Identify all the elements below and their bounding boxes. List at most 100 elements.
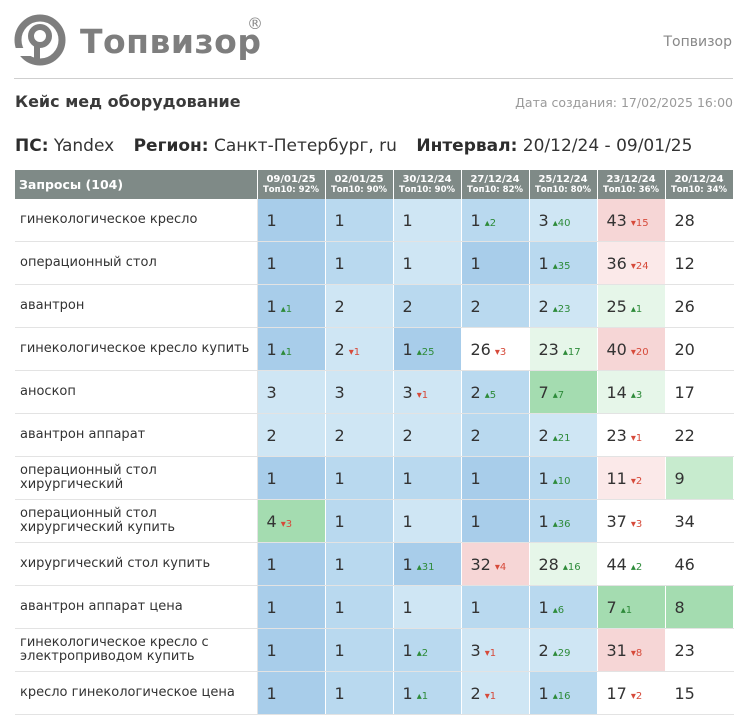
position-value: 40 [606, 339, 627, 359]
position-cell: 1 [325, 241, 394, 285]
interval-label: Интервал: [416, 136, 518, 156]
position-cell: 17 [665, 370, 734, 414]
position-cell: 11 ▾2 [597, 456, 666, 500]
position-value: 2 [334, 339, 345, 359]
position-change: ▴2 [630, 561, 643, 573]
position-value: 23 [606, 425, 627, 445]
position-value: 1 [402, 554, 413, 574]
position-change: ▴2 [416, 647, 429, 659]
position-value: 2 [470, 425, 481, 445]
position-cell: 28 [665, 199, 734, 242]
position-cell: 1 ▴31 [393, 542, 462, 586]
position-cell: 4 ▾3 [257, 499, 326, 543]
position-value: 1 [266, 554, 277, 574]
position-cell: 3 ▾1 [393, 370, 462, 414]
region-value: Санкт-Петербург, ru [214, 136, 397, 156]
position-value: 1 [266, 640, 277, 660]
position-cell: 20 [665, 327, 734, 371]
date-column-header[interactable]: 23/12/24 Топ10: 36% [597, 170, 666, 199]
position-change: ▴29 [552, 647, 571, 659]
column-date: 30/12/24 [402, 173, 452, 185]
date-column-header[interactable]: 30/12/24 Топ10: 90% [393, 170, 462, 199]
position-cell: 1 [257, 542, 326, 586]
position-cell: 1 [393, 241, 462, 285]
position-change: ▴40 [552, 217, 571, 229]
position-value: 1 [266, 339, 277, 359]
position-change: ▾20 [630, 346, 649, 358]
date-column-header[interactable]: 09/01/25 Топ10: 92% [257, 170, 326, 199]
position-change: ▴17 [562, 346, 581, 358]
position-change: ▾2 [630, 690, 643, 702]
position-value: 2 [470, 683, 481, 703]
position-value: 1 [402, 683, 413, 703]
site-link[interactable]: Топвизор [663, 34, 732, 50]
position-value: 17 [606, 683, 627, 703]
query-cell: гинекологическое кресло с электроприводо… [15, 628, 258, 672]
position-cell: 1 [325, 199, 394, 242]
position-value: 44 [606, 554, 627, 574]
position-change: ▾3 [280, 518, 293, 530]
table-row: авантрон аппарат 2 2 2 2 2 ▴21 23 ▾1 22 [15, 413, 734, 457]
report-title: Кейс мед оборудование [15, 92, 241, 111]
position-cell: 3 [325, 370, 394, 414]
column-date: 20/12/24 [674, 173, 724, 185]
position-cell: 2 [461, 284, 530, 328]
column-date: 09/01/25 [266, 173, 316, 185]
position-change: ▾1 [484, 647, 497, 659]
position-value: 1 [266, 468, 277, 488]
position-cell: 1 [257, 199, 326, 242]
position-change: ▴21 [552, 432, 571, 444]
position-cell: 1 [257, 241, 326, 285]
position-change: ▴1 [280, 303, 293, 315]
date-column-header[interactable]: 02/01/25 Топ10: 90% [325, 170, 394, 199]
position-cell: 9 [665, 456, 734, 500]
query-cell: гинекологическое кресло [15, 199, 258, 242]
position-value: 1 [538, 683, 549, 703]
query-cell: авантрон [15, 284, 258, 328]
position-value: 3 [266, 382, 277, 402]
position-value: 3 [538, 210, 549, 230]
position-change: ▴1 [416, 690, 429, 702]
position-cell: 2 [325, 413, 394, 457]
position-cell: 32 ▾4 [461, 542, 530, 586]
position-value: 1 [402, 597, 413, 617]
column-top10: Топ10: 36% [602, 184, 660, 195]
date-column-header[interactable]: 25/12/24 Топ10: 80% [529, 170, 598, 199]
column-date: 23/12/24 [606, 173, 656, 185]
position-cell: 2 ▴21 [529, 413, 598, 457]
position-cell: 1 [325, 585, 394, 629]
position-change: ▾15 [630, 217, 649, 229]
position-change: ▴6 [552, 604, 565, 616]
position-cell: 1 [461, 499, 530, 543]
date-column-header[interactable]: 27/12/24 Топ10: 82% [461, 170, 530, 199]
position-value: 1 [334, 253, 345, 273]
position-value: 2 [470, 296, 481, 316]
queries-header[interactable]: Запросы (104) [15, 170, 258, 199]
position-change: ▴1 [630, 303, 643, 315]
position-change: ▾24 [630, 260, 649, 272]
position-cell: 25 ▴1 [597, 284, 666, 328]
position-cell: 46 [665, 542, 734, 586]
position-cell: 14 ▴3 [597, 370, 666, 414]
position-value: 34 [674, 511, 695, 531]
position-value: 7 [538, 382, 549, 402]
position-value: 31 [606, 640, 627, 660]
table-row: операционный стол хирургический купить 4 ▾… [15, 499, 734, 543]
position-value: 1 [470, 511, 481, 531]
position-value: 1 [334, 511, 345, 531]
ps-label: ПС: [15, 136, 49, 156]
date-column-header[interactable]: 20/12/24 Топ10: 34% [665, 170, 734, 199]
position-value: 1 [266, 683, 277, 703]
position-value: 3 [402, 382, 413, 402]
position-cell: 15 [665, 671, 734, 715]
topvisor-logo-icon [14, 14, 66, 66]
column-date: 02/01/25 [334, 173, 384, 185]
column-date: 27/12/24 [470, 173, 520, 185]
position-change: ▾3 [494, 346, 507, 358]
position-value: 43 [606, 210, 627, 230]
query-cell: кресло гинекологическое цена [15, 671, 258, 715]
creation-date: Дата создания: 17/02/2025 16:00 [515, 95, 733, 110]
position-change: ▴31 [416, 561, 435, 573]
position-cell: 1 [325, 456, 394, 500]
position-cell: 1 [257, 671, 326, 715]
